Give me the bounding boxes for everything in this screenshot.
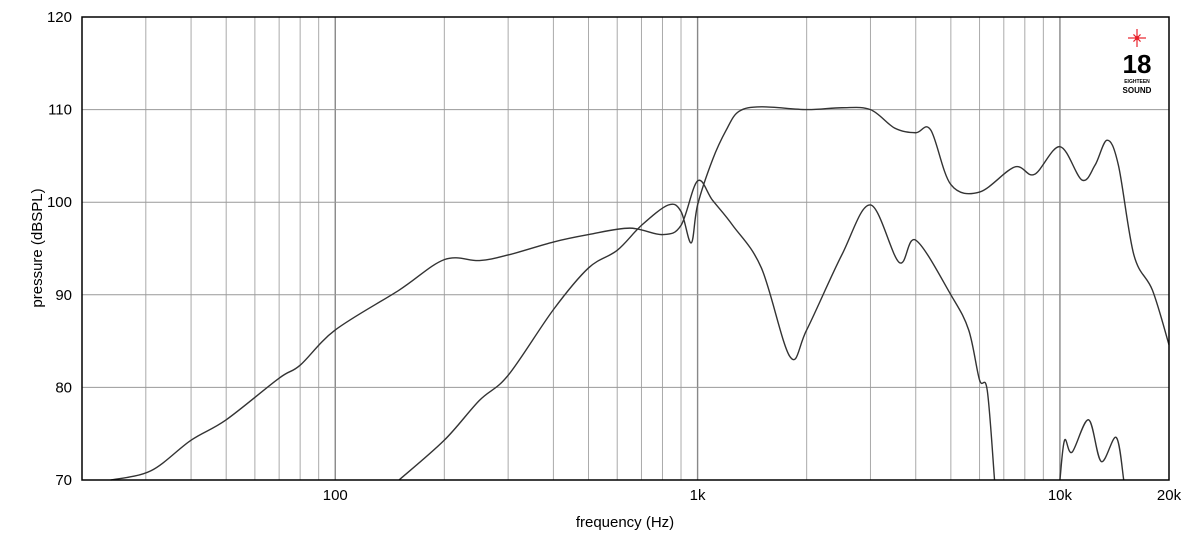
logo-line1: EIGHTEEN bbox=[1124, 79, 1150, 85]
series-lines bbox=[110, 106, 1170, 481]
series-line-3 bbox=[1059, 419, 1125, 481]
x-tick-label: 10k bbox=[1048, 487, 1073, 504]
y-tick-label: 100 bbox=[47, 194, 72, 211]
grid bbox=[82, 16, 1169, 481]
y-tick-label: 110 bbox=[48, 102, 72, 119]
series-line-1 bbox=[110, 179, 996, 481]
x-tick-label: 100 bbox=[323, 487, 348, 504]
brand-logo: 18 EIGHTEEN SOUND bbox=[1123, 29, 1152, 95]
tick-labels: 70 80 90 100 110 120 100 1k 10k 20k bbox=[47, 9, 1182, 504]
y-tick-label: 120 bbox=[47, 9, 72, 26]
y-tick-label: 70 bbox=[55, 472, 72, 489]
y-tick-label: 80 bbox=[55, 379, 72, 396]
x-tick-label: 1k bbox=[690, 487, 706, 504]
x-tick-label: 20k bbox=[1157, 487, 1182, 504]
x-axis-label: frequency (Hz) bbox=[576, 514, 674, 531]
logo-line2: SOUND bbox=[1123, 86, 1152, 95]
logo-number: 18 bbox=[1123, 49, 1152, 79]
plot-frame bbox=[81, 16, 1170, 481]
series-line-2 bbox=[398, 106, 1170, 481]
y-axis-label: pressure (dBSPL) bbox=[29, 188, 46, 307]
y-tick-label: 90 bbox=[55, 287, 72, 304]
star-icon bbox=[1128, 29, 1146, 47]
